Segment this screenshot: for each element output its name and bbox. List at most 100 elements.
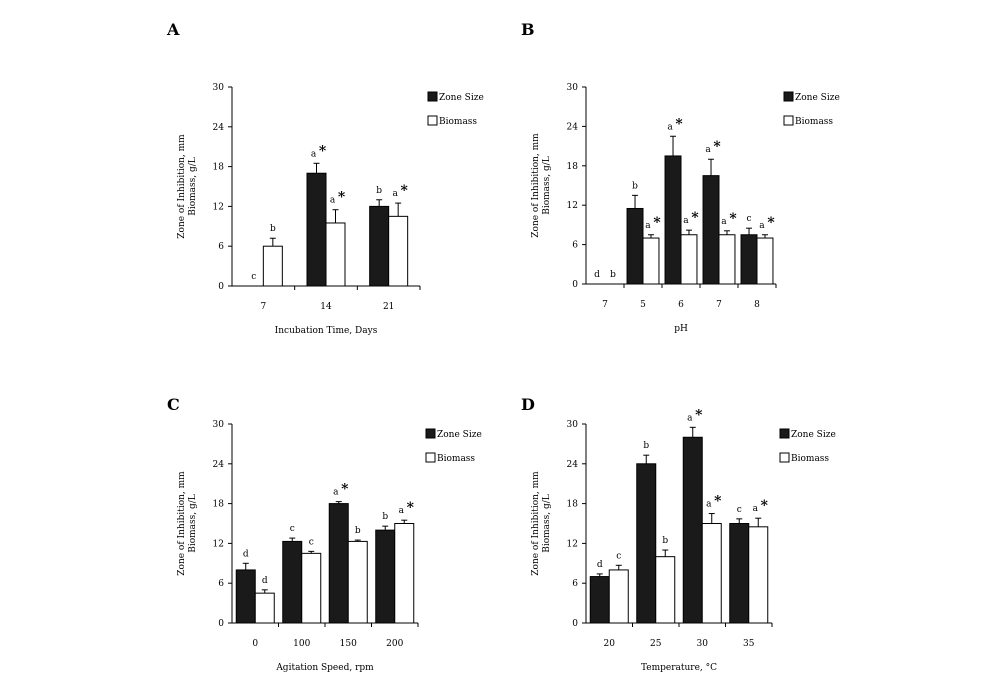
significance-letter: a	[759, 221, 765, 231]
chart-d: 0 6 12 18 24 30 Zone of Inhibition, mm Biomass,…	[531, 407, 836, 673]
zone-size-bar	[375, 529, 396, 624]
significance-letter: c	[290, 524, 295, 534]
significance-letter: a	[330, 196, 336, 206]
x-tick-label: 7	[716, 300, 722, 310]
significance-letter: a	[753, 504, 759, 514]
legend-label-biomass: Biomass	[791, 454, 829, 464]
x-axis-label: Incubation Time, Days	[275, 326, 378, 336]
y-tick-label: 30	[567, 420, 579, 430]
significance-letter: b	[643, 441, 649, 451]
significance-letter: b	[270, 224, 276, 234]
panel-letter-c: C	[167, 395, 180, 414]
y-tick-label: 0	[572, 280, 578, 290]
y-tick-label: 18	[213, 163, 225, 173]
x-tick-label: 35	[743, 639, 755, 649]
panel-letter-b: B	[521, 20, 535, 39]
significance-letter: c	[251, 272, 256, 282]
significance-letter: b	[382, 512, 388, 522]
legend-label-biomass: Biomass	[437, 454, 475, 464]
biomass-bar	[655, 556, 676, 624]
y-tick-label: 12	[567, 539, 578, 549]
significance-letter: a	[333, 488, 339, 498]
y-tick-label: 0	[218, 282, 224, 292]
y-axis-label-line1: Zone of Inhibition, mm	[177, 471, 187, 576]
significance-letter: d	[262, 576, 268, 586]
biomass-bar	[748, 526, 769, 624]
biomass-bar	[254, 592, 275, 624]
significance-letter: b	[376, 186, 382, 196]
x-tick-label: 8	[754, 300, 760, 310]
biomass-bar	[394, 523, 415, 624]
significance-letter: a	[645, 221, 651, 231]
significance-letter: a	[399, 506, 405, 516]
y-tick-label: 6	[572, 579, 578, 589]
significance-star: *	[767, 215, 775, 231]
panel-d: D 0 6 12 18 24 30 Zone of Inhibition, mm Biomas…	[514, 352, 844, 682]
y-tick-label: 0	[218, 619, 224, 629]
zone-size-bar	[589, 576, 610, 624]
significance-star: *	[407, 500, 415, 516]
significance-letter: c	[746, 214, 751, 224]
y-axis-label-line2: Biomass, g/L	[542, 494, 552, 553]
x-tick-label: 0	[252, 639, 258, 649]
significance-star: *	[653, 215, 661, 231]
zone-size-bar	[729, 523, 750, 624]
zone-size-bar	[636, 463, 657, 624]
legend-swatch-biomass	[425, 452, 436, 463]
significance-letter: b	[355, 526, 361, 536]
significance-star: *	[401, 183, 409, 199]
y-tick-label: 18	[567, 500, 579, 510]
biomass-bar	[608, 569, 629, 624]
x-axis-label: pH	[674, 324, 688, 334]
y-axis-label-line2: Biomass, g/L	[542, 156, 552, 215]
panel-letter-a: A	[167, 20, 180, 39]
significance-letter: a	[667, 122, 673, 132]
y-tick-label: 0	[572, 619, 578, 629]
x-axis-label: Temperature, °C	[641, 663, 717, 673]
y-tick-label: 24	[567, 122, 579, 132]
significance-letter: d	[597, 560, 603, 570]
biomass-bar	[347, 540, 368, 624]
chart-a: 0 6 12 18 24 30 Zone of Inhibition, mm Biomass,…	[177, 83, 484, 336]
x-tick-label: 200	[386, 639, 403, 649]
chart-b: 0 6 12 18 24 30 Zone of Inhibition, mm Biomass,…	[531, 83, 840, 334]
biomass-bar	[301, 552, 322, 624]
biomass-bar	[701, 523, 722, 624]
significance-letter: a	[392, 189, 398, 199]
x-tick-label: 100	[293, 639, 310, 649]
legend-swatch-biomass	[427, 115, 438, 126]
y-tick-label: 12	[567, 201, 578, 211]
y-tick-label: 24	[567, 460, 579, 470]
x-tick-label: 6	[678, 300, 684, 310]
biomass-bar	[718, 234, 736, 285]
significance-letter: a	[683, 216, 689, 226]
significance-letter: a	[705, 145, 711, 155]
legend-label-zone: Zone Size	[437, 430, 482, 440]
significance-letter: c	[737, 505, 742, 515]
y-axis-label-line1: Zone of Inhibition, mm	[531, 471, 541, 576]
legend-swatch-biomass	[779, 452, 790, 463]
y-tick-label: 6	[572, 241, 578, 251]
y-tick-label: 24	[213, 123, 225, 133]
y-tick-label: 30	[567, 83, 579, 93]
legend-label-biomass: Biomass	[795, 117, 833, 127]
x-tick-label: 7	[602, 300, 608, 310]
y-tick-label: 18	[567, 162, 579, 172]
zone-size-bar	[682, 436, 703, 624]
zone-size-bar	[328, 503, 349, 624]
biomass-bar	[756, 237, 774, 285]
significance-letter: a	[706, 500, 712, 510]
chart-c: 0 6 12 18 24 30 Zone of Inhibition, mm Biomass,…	[177, 420, 482, 673]
legend-swatch-zone	[425, 428, 436, 439]
x-tick-label: 5	[640, 300, 646, 310]
y-axis-label-line2: Biomass, g/L	[188, 157, 198, 216]
legend-swatch-zone	[783, 91, 794, 102]
x-tick-label: 30	[697, 639, 709, 649]
biomass-bar	[325, 222, 346, 287]
x-axis-label: Agitation Speed, rpm	[275, 663, 374, 673]
legend-label-zone: Zone Size	[795, 93, 840, 103]
zone-size-bar	[664, 155, 682, 285]
significance-letter: b	[610, 270, 616, 280]
panel-c: C 0 6 12 18 24 30 Zone of Inhibition, mm Biomas…	[160, 352, 490, 682]
legend-swatch-biomass	[783, 115, 794, 126]
